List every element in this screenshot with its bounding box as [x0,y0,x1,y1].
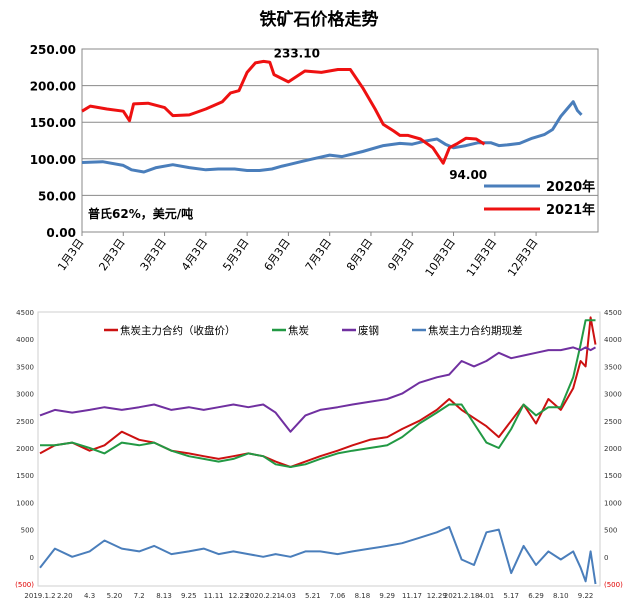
y-axis-tick-labels: 250.00 200.00 150.00 100.00 50.00 0.00 [30,43,76,240]
left-y-tick-label: 1500 [16,472,34,480]
coke-scrap-price-chart: 4500 4000 3500 3000 2500 2000 1500 1000 500 0 (500… [15,309,623,600]
legend-label-coke-futures: 焦炭主力合约（收盘价） [120,324,236,337]
right-y-tick-label: 1000 [604,499,622,507]
x-tick-label: 4.03 [280,592,296,600]
plot-area-frame [81,48,599,233]
x-tick-label: 8月3日 [344,236,375,273]
line-series-0 [81,100,583,174]
y-tick-label: 0.00 [46,226,76,240]
line-series-1 [81,59,486,165]
y-tick-label: 100.00 [30,153,76,167]
legend-label-scrap: 废钢 [358,324,379,337]
line-series-1 [40,319,596,468]
left-y-tick-label: 4500 [16,309,34,317]
x-tick-label: 9.25 [181,592,197,600]
right-y-tick-label: 2500 [604,418,622,426]
gridlines [82,48,598,233]
x-axis-tick-labels: 1月3日 2月3日 3月3日 4月3日 5月3日 6月3日 7月3日 8月3日 9月3日 10月3… [55,232,541,279]
left-y-tick-label: 2500 [16,418,34,426]
right-y-tick-label: 2000 [604,445,622,453]
right-y-tick-label: 3500 [604,363,622,371]
x-tick-label: 6.29 [528,592,544,600]
data-label: 94.00 [449,168,487,182]
x-tick-label: 9.29 [379,592,395,600]
y-tick-label: 200.00 [30,80,76,94]
legend-label-2021: 2021年 [546,202,595,218]
x-tick-label: 8.10 [553,592,569,600]
right-y-tick-label: 1500 [604,472,622,480]
x-tick-label: 3月3日 [138,236,169,273]
legend-label-basis: 焦炭主力合约期现差 [428,324,523,337]
data-label: 233.10 [274,46,320,60]
y-tick-label: 150.00 [30,116,76,130]
line-series-0 [39,316,597,468]
x-tick-label: 4.3 [84,592,95,600]
left-y-tick-label: 500 [21,527,34,535]
x-tick-label: 10月3日 [423,236,458,279]
legend-label-2020: 2020年 [546,179,595,195]
x-tick-label: 8.13 [156,592,172,600]
left-y-tick-label: (500) [15,581,34,589]
right-y-tick-label: 500 [604,527,617,535]
legend: 2020年 2021年 [484,179,595,218]
x-tick-label: 2020.2.21 [245,592,281,600]
line-series-3 [39,525,597,585]
right-y-tick-label: 0 [604,554,608,562]
iron-ore-price-chart: 铁矿石价格走势 250.00 200.00 150.00 100.00 50.00 0.0… [30,9,599,279]
right-y-tick-label: 4000 [604,336,622,344]
x-tick-label: 5.21 [305,592,321,600]
x-tick-label: 4月3日 [179,236,210,273]
x-tick-label: 11.17 [402,592,422,600]
series-lines [81,59,583,174]
x-tick-label: 8.18 [355,592,371,600]
x-tick-label: 5.20 [107,592,123,600]
unit-annotation: 普氏62%，美元/吨 [88,206,193,221]
legend-label-coke: 焦炭 [288,324,309,337]
left-y-tick-label: 3000 [16,391,34,399]
left-y-tick-label: 3500 [16,363,34,371]
x-axis-tick-labels: 2019.1.2 2.20 4.3 5.20 7.2 8.13 9.25 11.11 12.23… [24,592,593,600]
x-tick-label: 7.06 [330,592,346,600]
series-lines [39,316,597,585]
line-series-2 [39,346,596,433]
left-y-tick-label: 2000 [16,445,34,453]
left-y-tick-label: 4000 [16,336,34,344]
legend: 焦炭主力合约（收盘价） 焦炭 废钢 焦炭主力合约期现差 [104,324,523,337]
x-tick-label: 9.22 [578,592,594,600]
x-tick-label: 6月3日 [262,236,293,273]
x-tick-label: 5.17 [503,592,519,600]
x-tick-label: 2021.2.18 [444,592,480,600]
x-tick-label: 7月3日 [303,236,334,273]
x-tick-label: 9月3日 [385,236,416,273]
right-y-tick-label: 4500 [604,309,622,317]
x-tick-label: 2月3日 [96,236,127,273]
chart-title: 铁矿石价格走势 [260,9,379,30]
left-y-tick-label: 1000 [16,499,34,507]
x-tick-label: 12.23 [228,592,248,600]
x-tick-label: 7.2 [134,592,145,600]
y-tick-label: 250.00 [30,43,76,57]
x-tick-label: 11.11 [204,592,224,600]
y-tick-label: 50.00 [38,189,76,203]
x-tick-label: 1月3日 [55,236,86,273]
x-tick-label: 2019.1.2 [24,592,55,600]
x-tick-label: 5月3日 [220,236,251,273]
right-y-tick-label: (500) [604,581,623,589]
left-y-tick-label: 0 [30,554,34,562]
x-tick-label: 11月3日 [464,236,499,279]
data-labels: 233.10 94.00 [274,46,488,182]
right-y-axis-tick-labels: 4500 4000 3500 3000 2500 2000 1500 1000 500 0 (500… [604,309,623,589]
x-tick-label: 12月3日 [505,236,540,279]
x-tick-label: 12.29 [427,592,447,600]
x-tick-label: 2.20 [57,592,73,600]
left-y-axis-tick-labels: 4500 4000 3500 3000 2500 2000 1500 1000 500 0 (500… [15,309,34,589]
x-tick-label: 4.01 [479,592,495,600]
right-y-tick-label: 3000 [604,391,622,399]
chart-frame [37,311,601,587]
